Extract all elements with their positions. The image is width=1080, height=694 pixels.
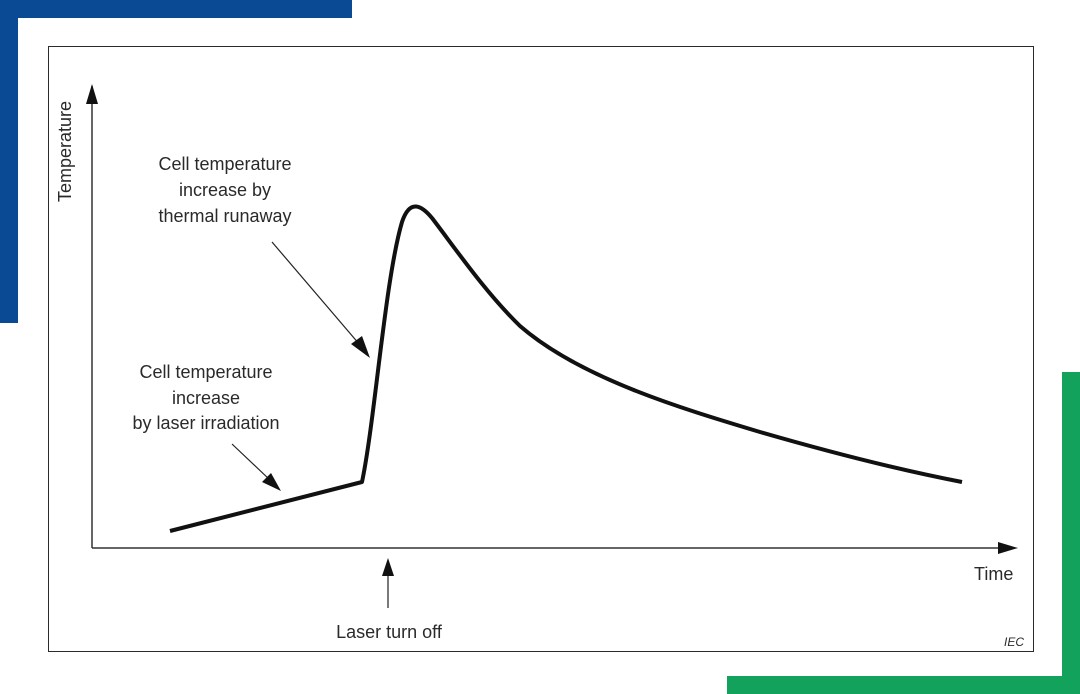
annotation-runaway-line2: increase by <box>179 180 271 200</box>
laser-off-marker-arrowhead <box>382 558 394 576</box>
iec-source-mark: IEC <box>1004 635 1024 649</box>
annotation-laser-line2: increase <box>172 388 240 408</box>
blue-accent-bar-left <box>0 0 18 323</box>
y-axis-label: Temperature <box>55 101 75 202</box>
y-axis-arrowhead <box>86 84 98 104</box>
annotation-laser-line1: Cell temperature <box>139 362 272 382</box>
green-accent-bar-right <box>1062 372 1080 694</box>
runaway-pointer-line <box>271 241 361 346</box>
figure-border <box>48 46 1034 652</box>
laser-off-label: Laser turn off <box>336 622 443 642</box>
x-axis-arrowhead <box>998 542 1018 554</box>
temperature-curve <box>169 204 963 533</box>
laser-pointer-line <box>231 443 271 481</box>
laser-pointer-arrowhead <box>262 473 281 491</box>
annotation-runaway-line1: Cell temperature <box>158 154 291 174</box>
annotation-runaway-line3: thermal runaway <box>158 206 291 226</box>
blue-accent-bar-top <box>0 0 352 18</box>
runaway-pointer-arrowhead <box>351 336 370 358</box>
green-accent-bar-bottom <box>727 676 1080 694</box>
x-axis-label: Time <box>974 564 1013 584</box>
annotation-laser-line3: by laser irradiation <box>132 413 279 433</box>
